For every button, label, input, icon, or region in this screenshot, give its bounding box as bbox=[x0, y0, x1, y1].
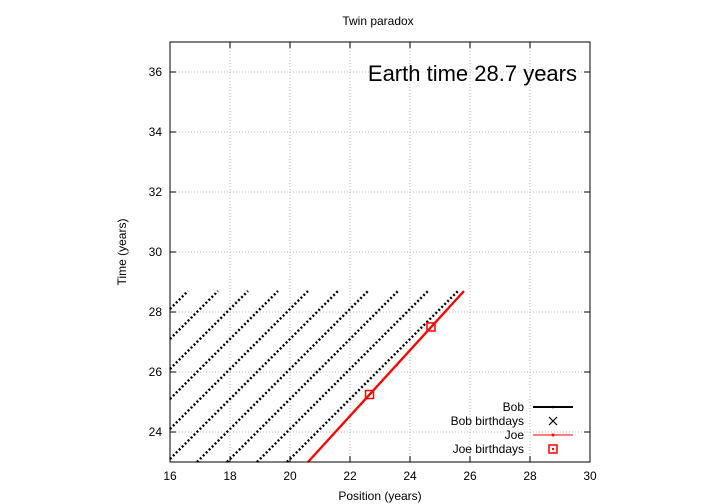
y-tick-label: 34 bbox=[149, 125, 163, 139]
series-joe-birthdays bbox=[364, 322, 436, 400]
x-tick-label: 22 bbox=[343, 469, 357, 483]
legend-label-joe-birthdays: Joe birthdays bbox=[453, 442, 524, 456]
y-tick-label: 28 bbox=[149, 305, 163, 319]
earth-time-annotation: Earth time 28.7 years bbox=[368, 61, 577, 86]
x-tick-label: 30 bbox=[583, 469, 597, 483]
bob-worldline-segment bbox=[226, 290, 399, 463]
y-axis-label: Time (years) bbox=[115, 219, 129, 286]
y-tick-label: 24 bbox=[149, 425, 163, 439]
joe-birthday-marker bbox=[364, 389, 375, 400]
bob-worldline-segment bbox=[256, 290, 429, 463]
joe-birthday-marker bbox=[426, 322, 436, 332]
legend: Bob Bob birthdays Joe Joe birthdays bbox=[451, 400, 573, 456]
chart-title: Twin paradox bbox=[342, 14, 413, 28]
bob-worldline-segment bbox=[196, 290, 369, 463]
x-tick-label: 20 bbox=[283, 469, 297, 483]
legend-swatch-bob-dot bbox=[551, 405, 555, 409]
y-tick-label: 30 bbox=[149, 245, 163, 259]
joe-worldline bbox=[307, 290, 465, 463]
x-tick-label: 16 bbox=[163, 469, 177, 483]
legend-swatch-joe-birthdays-square-icon bbox=[548, 444, 558, 454]
bob-worldline-segment bbox=[169, 290, 219, 340]
legend-swatch-bob-birthdays-cross-icon bbox=[548, 416, 558, 426]
y-axis-ticks: 24 26 28 30 32 34 36 bbox=[149, 65, 590, 439]
bob-worldline-segment bbox=[169, 290, 339, 460]
x-axis-label: Position (years) bbox=[338, 489, 421, 503]
grid bbox=[169, 42, 591, 462]
x-tick-label: 24 bbox=[403, 469, 417, 483]
x-axis-ticks: 16 18 20 22 24 26 28 30 bbox=[163, 42, 597, 483]
legend-label-joe: Joe bbox=[505, 428, 525, 442]
bob-worldline-segment bbox=[169, 290, 189, 310]
x-tick-label: 18 bbox=[223, 469, 237, 483]
series-joe bbox=[307, 290, 465, 463]
legend-swatch-joe-dot bbox=[551, 433, 555, 437]
x-tick-label: 26 bbox=[463, 469, 477, 483]
bob-worldline-segment bbox=[169, 290, 249, 370]
legend-label-bob-birthdays: Bob birthdays bbox=[451, 414, 524, 428]
y-tick-label: 32 bbox=[149, 185, 163, 199]
bob-worldline-segment bbox=[169, 290, 279, 400]
legend-swatch-joe-birthdays-dot bbox=[552, 448, 554, 450]
x-tick-label: 28 bbox=[523, 469, 537, 483]
bob-worldline-segment bbox=[169, 290, 309, 430]
bob-worldline-segment bbox=[286, 290, 459, 463]
series-bob bbox=[169, 290, 459, 463]
y-tick-label: 26 bbox=[149, 365, 163, 379]
legend-label-bob: Bob bbox=[503, 400, 525, 414]
y-tick-label: 36 bbox=[149, 65, 163, 79]
